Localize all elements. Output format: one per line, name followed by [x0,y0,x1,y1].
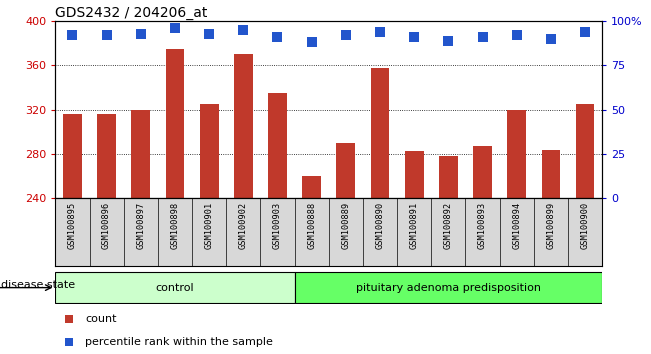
Text: pituitary adenoma predisposition: pituitary adenoma predisposition [356,282,541,293]
Text: GSM100895: GSM100895 [68,202,77,249]
Text: GSM100893: GSM100893 [478,202,487,249]
Text: GSM100897: GSM100897 [136,202,145,249]
Point [580,29,590,35]
Point [64,316,74,322]
Text: count: count [85,314,117,325]
Point [204,31,214,36]
Bar [234,55,253,198]
Point [512,33,522,38]
Text: GSM100902: GSM100902 [239,202,248,249]
Bar [294,273,602,303]
Bar [97,114,116,198]
Text: GSM100894: GSM100894 [512,202,521,249]
Point [102,33,112,38]
Point [477,34,488,40]
Bar [337,143,355,198]
Bar [507,110,526,198]
Point [307,40,317,45]
Text: GSM100896: GSM100896 [102,202,111,249]
Text: GSM100900: GSM100900 [581,202,590,249]
Text: GSM100898: GSM100898 [171,202,180,249]
Point [272,34,283,40]
Text: GSM100899: GSM100899 [546,202,555,249]
Text: percentile rank within the sample: percentile rank within the sample [85,337,273,348]
Bar [370,68,389,198]
Text: GSM100889: GSM100889 [341,202,350,249]
Bar [200,104,219,198]
Bar [165,49,184,198]
Text: disease state: disease state [1,280,75,290]
Text: GSM100890: GSM100890 [376,202,385,249]
Bar [63,114,82,198]
Bar [55,273,294,303]
Point [170,25,180,31]
Point [375,29,385,35]
Bar [405,151,424,198]
Text: GSM100891: GSM100891 [409,202,419,249]
Point [238,27,249,33]
Bar [132,110,150,198]
Bar [302,176,321,198]
Text: control: control [156,282,194,293]
Point [340,33,351,38]
Bar [575,104,594,198]
Bar [542,149,561,198]
Text: GSM100892: GSM100892 [444,202,453,249]
Point [443,38,454,44]
Bar [473,146,492,198]
Point [135,31,146,36]
Text: GSM100903: GSM100903 [273,202,282,249]
Text: GSM100901: GSM100901 [204,202,214,249]
Text: GDS2432 / 204206_at: GDS2432 / 204206_at [55,6,208,20]
Point [409,34,419,40]
Bar [439,156,458,198]
Bar [268,93,287,198]
Point [546,36,556,42]
Point [67,33,77,38]
Point [64,340,74,346]
Text: GSM100888: GSM100888 [307,202,316,249]
